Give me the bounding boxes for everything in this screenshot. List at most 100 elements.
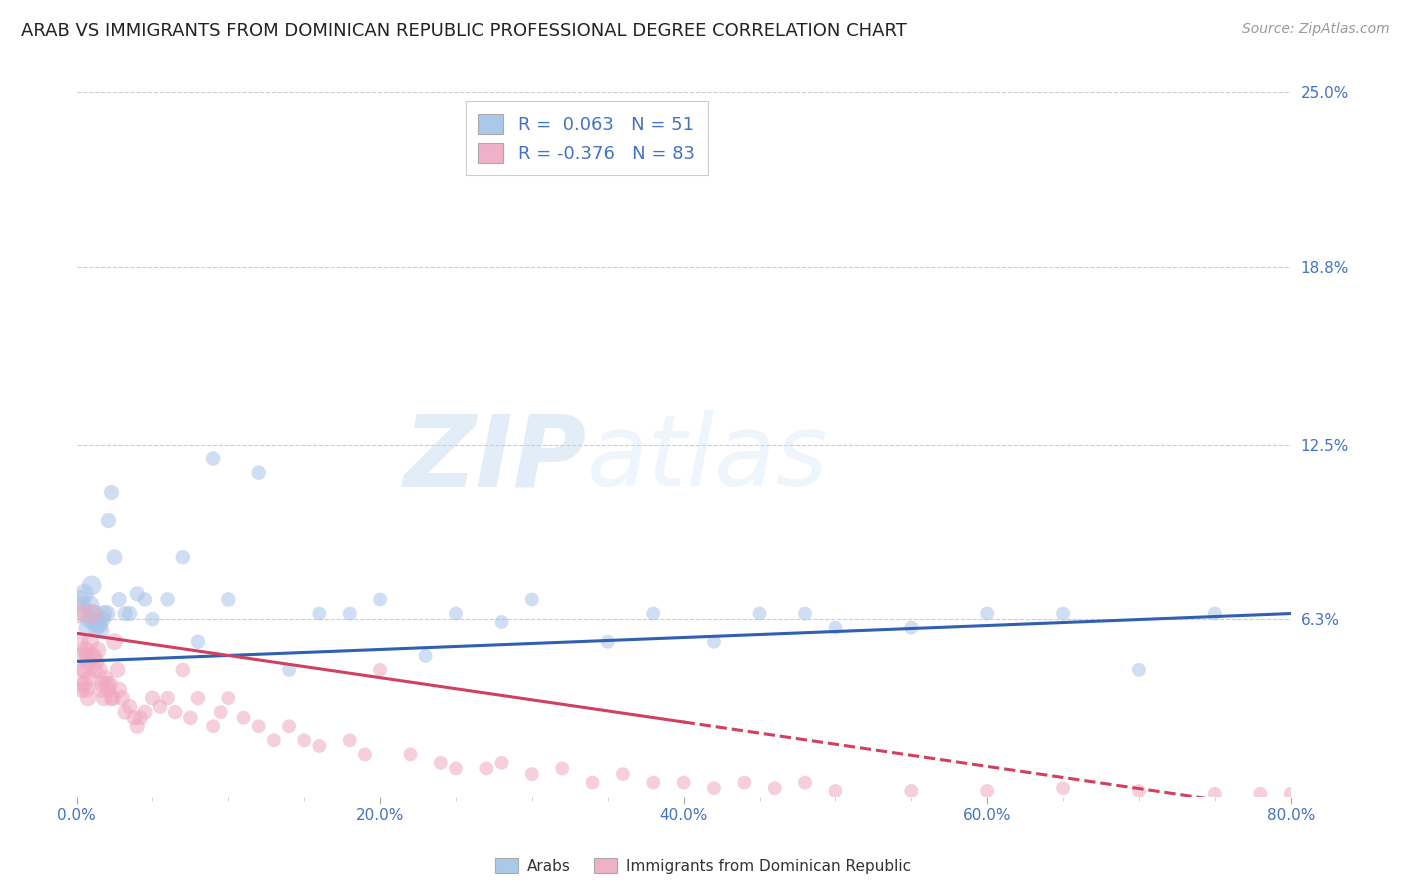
Point <box>596 634 619 648</box>
Point <box>368 663 391 677</box>
Point <box>643 607 665 621</box>
Point <box>80 648 103 663</box>
Point <box>703 781 725 796</box>
Point <box>703 634 725 648</box>
Point <box>141 691 163 706</box>
Point <box>824 784 846 798</box>
Point <box>70 682 93 697</box>
Point <box>129 711 152 725</box>
Point <box>108 592 131 607</box>
Point <box>108 682 131 697</box>
Point <box>141 612 163 626</box>
Point <box>976 607 998 621</box>
Point <box>900 784 922 798</box>
Point <box>976 784 998 798</box>
Point <box>900 621 922 635</box>
Point <box>149 699 172 714</box>
Text: ZIP: ZIP <box>404 410 586 508</box>
Point <box>94 671 117 685</box>
Point <box>763 781 786 796</box>
Point <box>72 648 94 663</box>
Legend: R =  0.063   N = 51, R = -0.376   N = 83: R = 0.063 N = 51, R = -0.376 N = 83 <box>465 102 707 176</box>
Point <box>430 756 453 770</box>
Point <box>339 607 361 621</box>
Point <box>73 677 96 691</box>
Point <box>79 634 101 648</box>
Point <box>247 466 270 480</box>
Point <box>67 607 90 621</box>
Point <box>824 621 846 635</box>
Point <box>82 615 104 629</box>
Point <box>339 733 361 747</box>
Point <box>103 634 125 648</box>
Point <box>87 615 110 629</box>
Point <box>114 705 136 719</box>
Text: atlas: atlas <box>586 410 828 508</box>
Point <box>368 592 391 607</box>
Point <box>278 663 301 677</box>
Point <box>107 663 129 677</box>
Point <box>70 677 93 691</box>
Point <box>202 719 225 733</box>
Point <box>134 592 156 607</box>
Point <box>1052 607 1074 621</box>
Point <box>91 612 114 626</box>
Point <box>72 663 94 677</box>
Point <box>247 719 270 733</box>
Point <box>101 691 124 706</box>
Point <box>748 607 770 621</box>
Point <box>672 775 695 789</box>
Point <box>491 756 513 770</box>
Point <box>399 747 422 762</box>
Point <box>90 624 112 638</box>
Point <box>354 747 377 762</box>
Point <box>1128 663 1150 677</box>
Point <box>69 634 91 648</box>
Point <box>83 663 105 677</box>
Point <box>179 711 201 725</box>
Point <box>172 550 194 565</box>
Point <box>75 643 97 657</box>
Point <box>98 677 121 691</box>
Point <box>122 711 145 725</box>
Point <box>551 762 574 776</box>
Point <box>232 711 254 725</box>
Point <box>91 677 114 691</box>
Point <box>263 733 285 747</box>
Point <box>643 775 665 789</box>
Point <box>217 691 239 706</box>
Point <box>118 607 141 621</box>
Point <box>444 762 467 776</box>
Point <box>794 775 817 789</box>
Point <box>1128 784 1150 798</box>
Point <box>475 762 498 776</box>
Point <box>90 682 112 697</box>
Point <box>97 682 120 697</box>
Point <box>1052 781 1074 796</box>
Point <box>100 691 122 706</box>
Point <box>415 648 437 663</box>
Point <box>733 775 755 789</box>
Point <box>1204 607 1226 621</box>
Point <box>520 767 543 781</box>
Point <box>87 643 110 657</box>
Point <box>111 691 134 706</box>
Point <box>292 733 315 747</box>
Point <box>1204 787 1226 801</box>
Point <box>278 719 301 733</box>
Point <box>84 621 107 635</box>
Point <box>520 592 543 607</box>
Point <box>1279 787 1302 801</box>
Point <box>76 621 98 635</box>
Text: Source: ZipAtlas.com: Source: ZipAtlas.com <box>1241 22 1389 37</box>
Point <box>127 719 149 733</box>
Point <box>100 485 122 500</box>
Point <box>82 648 104 663</box>
Point <box>172 663 194 677</box>
Point <box>103 550 125 565</box>
Point <box>794 607 817 621</box>
Point <box>612 767 634 781</box>
Point <box>79 671 101 685</box>
Point <box>308 607 330 621</box>
Text: ARAB VS IMMIGRANTS FROM DOMINICAN REPUBLIC PROFESSIONAL DEGREE CORRELATION CHART: ARAB VS IMMIGRANTS FROM DOMINICAN REPUBL… <box>21 22 907 40</box>
